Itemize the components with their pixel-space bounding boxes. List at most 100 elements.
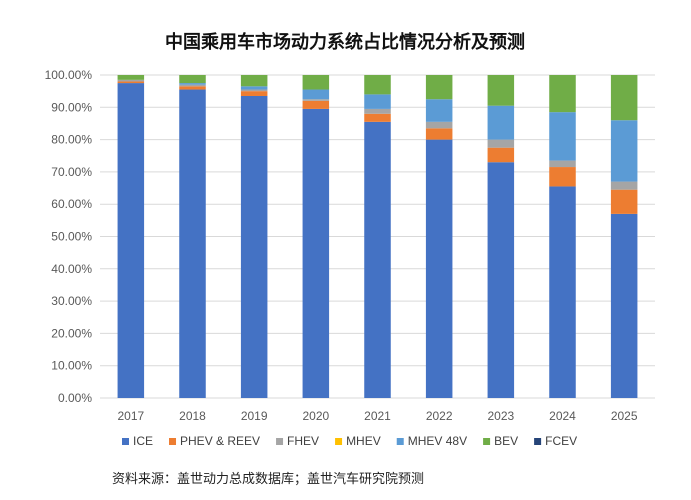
legend-label: FCEV (545, 434, 577, 448)
legend-item: BEV (483, 434, 518, 448)
y-tick-label: 100.00% (45, 68, 93, 82)
y-tick-label: 90.00% (51, 100, 92, 114)
bar-stack-2018 (179, 75, 206, 398)
bar-segment (240, 91, 268, 96)
bar-stack-2021 (364, 75, 391, 399)
legend: ICE PHEV & REEV FHEV MHEV MHEV 48V BEV FCEV (122, 434, 577, 448)
y-tick-label: 20.00% (51, 326, 92, 340)
bar-segment (364, 113, 391, 122)
y-tick-label: 0.00% (58, 391, 92, 405)
y-tick-label: 30.00% (51, 294, 92, 308)
y-tick-label: 10.00% (51, 359, 92, 373)
bar-segment (364, 75, 391, 95)
bar-segment (302, 89, 330, 100)
bar-segment (179, 83, 206, 85)
x-tick-label: 2017 (117, 409, 144, 423)
legend-swatch (335, 438, 343, 445)
legend-swatch (396, 438, 404, 445)
legend-swatch (483, 438, 491, 445)
bar-segment (549, 75, 576, 113)
bar-segment (610, 75, 638, 121)
legend-swatch (122, 438, 129, 445)
x-tick-label: 2020 (302, 409, 329, 423)
x-axis-ticks: 2017 2018 2019 2020 2021 2022 2023 2024 2025 (117, 409, 637, 423)
bar-segment (117, 83, 145, 398)
bar-segment (487, 139, 515, 148)
bar-segment (610, 181, 638, 190)
legend-item: ICE (122, 434, 153, 448)
bar-segment (240, 89, 268, 92)
bar-segment (240, 75, 268, 87)
x-tick-label: 2022 (426, 409, 453, 423)
x-tick-label: 2018 (179, 409, 206, 423)
bar-segment (179, 86, 206, 90)
chart-title: 中国乘用车市场动力系统占比情况分析及预测 (165, 31, 525, 53)
bar-segment (179, 75, 206, 84)
bar-segment (302, 75, 330, 90)
bar-segment (425, 121, 453, 129)
bar-segment (610, 189, 638, 214)
x-tick-label: 2019 (241, 409, 268, 423)
y-axis-ticks: 0.00% 10.00% 20.00% 30.00% 40.00% 50.00% 60.00… (45, 68, 93, 405)
bar-segment (179, 89, 206, 398)
legend-swatch (169, 438, 177, 445)
bar-segment (364, 121, 391, 399)
bar-segment (117, 81, 145, 84)
x-tick-label: 2024 (549, 409, 576, 423)
bar-segment (487, 75, 515, 106)
y-tick-label: 60.00% (51, 197, 92, 211)
legend-swatch (276, 438, 284, 445)
bar-stack-2025 (610, 75, 638, 398)
y-tick-label: 50.00% (51, 230, 92, 244)
bar-segment (425, 139, 453, 398)
y-tick-label: 70.00% (51, 165, 92, 179)
bar-segment (610, 120, 638, 182)
x-tick-label: 2025 (611, 409, 638, 423)
bar-segment (425, 99, 453, 122)
bar-segment (240, 95, 268, 399)
legend-item: MHEV (335, 434, 381, 448)
bar-segment (302, 108, 330, 398)
y-tick-label: 40.00% (51, 262, 92, 276)
bar-segment (240, 86, 268, 90)
bar-segment (487, 105, 515, 140)
bar-stack-2017 (117, 75, 145, 398)
bar-segment (549, 186, 576, 398)
bar-segment (487, 147, 515, 163)
bar-stack-2019 (240, 75, 268, 399)
bar-segment (549, 112, 576, 161)
bar-segment (610, 213, 638, 398)
legend-item: PHEV & REEV (169, 434, 260, 448)
bars (117, 75, 638, 399)
bar-segment (549, 167, 576, 187)
x-tick-label: 2023 (487, 409, 514, 423)
legend-label: ICE (133, 434, 153, 448)
bar-segment (302, 100, 330, 109)
source-note: 资料来源：盖世动力总成数据库；盖世汽车研究院预测 (112, 471, 424, 487)
legend-label: PHEV & REEV (180, 434, 260, 448)
legend-item: MHEV 48V (396, 434, 467, 448)
bar-segment (364, 94, 391, 109)
legend-item: FCEV (534, 434, 577, 448)
legend-label: FHEV (287, 434, 319, 448)
legend-item: FHEV (276, 434, 319, 448)
bar-segment (179, 84, 206, 87)
legend-label: MHEV (346, 434, 381, 448)
bar-segment (117, 75, 145, 80)
bar-segment (117, 79, 145, 82)
bar-stack-2024 (549, 75, 576, 398)
legend-label: BEV (494, 434, 518, 448)
bar-stack-2023 (487, 75, 515, 398)
x-tick-label: 2021 (364, 409, 391, 423)
legend-label: MHEV 48V (408, 434, 467, 448)
bar-segment (487, 162, 515, 398)
bar-stack-2020 (302, 75, 330, 398)
y-tick-label: 80.00% (51, 133, 92, 147)
bar-segment (364, 108, 391, 114)
bar-segment (425, 75, 453, 100)
legend-swatch (534, 438, 542, 445)
bar-segment (425, 128, 453, 140)
bar-segment (302, 99, 330, 101)
